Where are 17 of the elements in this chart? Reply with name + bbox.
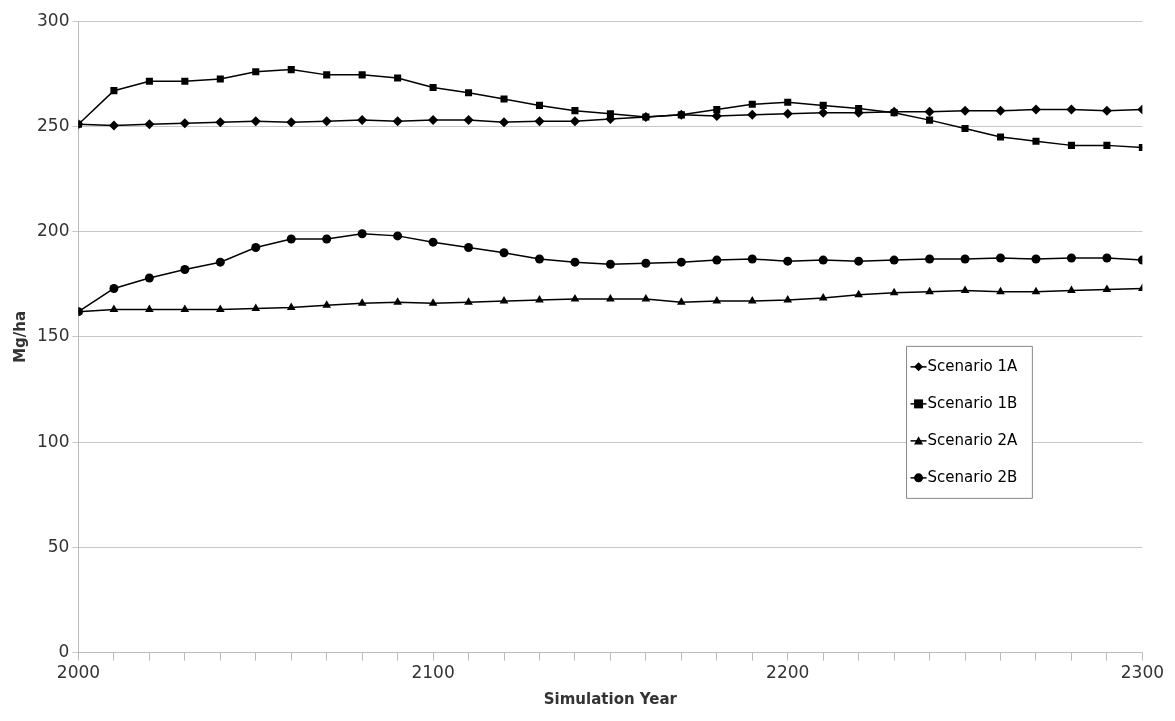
x-tick-label: 2000 xyxy=(56,662,101,683)
x-axis-title: Simulation Year xyxy=(543,689,678,708)
x-tick-label: 2200 xyxy=(766,662,810,683)
y-tick-label: 250 xyxy=(36,114,70,135)
legend-label: Scenario 1A xyxy=(927,356,1019,375)
legend-label: Scenario 2A xyxy=(927,430,1019,449)
legend-label: Scenario 1B xyxy=(927,393,1018,412)
y-tick-label: 300 xyxy=(36,9,70,30)
y-tick-label: 200 xyxy=(36,220,70,241)
y-tick-label: 50 xyxy=(47,535,70,556)
y-tick-label: 0 xyxy=(58,641,70,662)
x-tick-label: 2300 xyxy=(1120,662,1164,683)
legend-label: Scenario 2B xyxy=(927,467,1018,486)
x-tick-label: 2100 xyxy=(411,662,455,683)
y-axis-title: Mg/ha xyxy=(10,310,29,363)
y-tick-label: 150 xyxy=(36,325,70,346)
y-tick-label: 100 xyxy=(36,430,70,451)
